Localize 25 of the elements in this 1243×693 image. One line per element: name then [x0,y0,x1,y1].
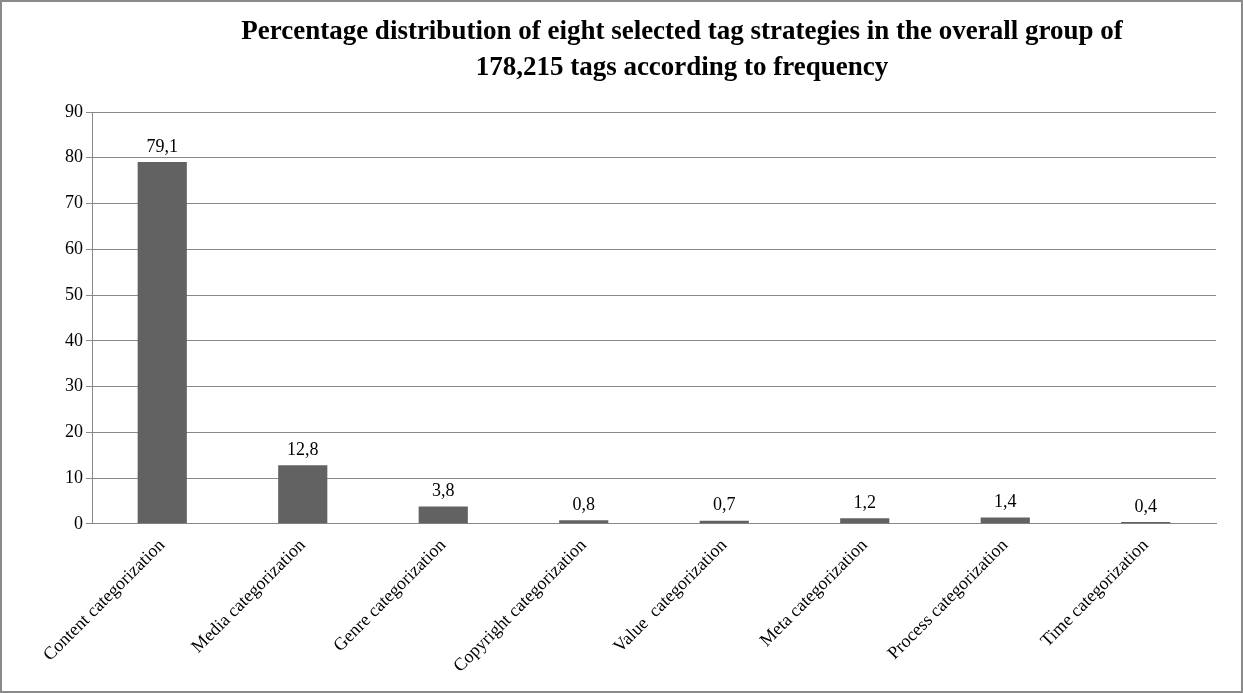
y-tick-label: 10 [65,466,83,487]
bar [559,520,609,524]
bar [418,506,468,524]
y-tick-label: 0 [74,512,83,533]
data-label: 0,4 [1134,495,1157,516]
y-tick-label: 50 [65,283,83,304]
y-tick-label: 90 [65,100,83,121]
y-tick-label: 30 [65,375,83,396]
chart-title: Percentage distribution of eight selected tag strategies in the overall group of 178,215 tags according to frequency [240,14,1124,83]
data-label: 0,7 [713,494,736,515]
data-label: 0,8 [572,493,595,514]
bar [278,465,328,524]
y-tick-label: 60 [65,238,83,259]
data-label: 3,8 [432,480,455,501]
bar [980,517,1030,524]
data-label: 1,2 [853,492,876,513]
data-label: 1,4 [994,491,1017,512]
y-tick-label: 20 [65,421,83,442]
y-tick-label: 40 [65,329,83,350]
data-label: 12,8 [287,439,319,459]
bar [137,161,187,524]
bar [840,518,890,524]
data-label: 79,1 [146,135,178,156]
y-tick-label: 80 [65,146,83,167]
y-tick-label: 70 [65,192,83,213]
